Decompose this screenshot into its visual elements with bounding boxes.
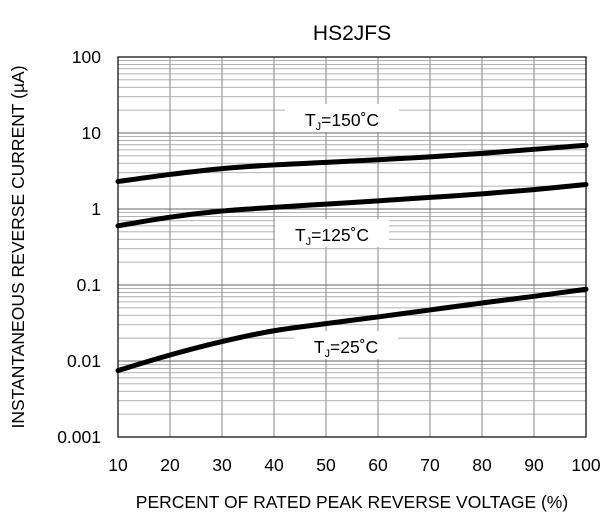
x-tick-label: 100 bbox=[571, 455, 600, 475]
series-label: TJ=25˚C bbox=[314, 337, 378, 360]
series-line bbox=[115, 142, 589, 185]
x-tick-label: 10 bbox=[108, 455, 128, 475]
y-tick-label: 0.01 bbox=[67, 351, 101, 371]
x-tick-label: 30 bbox=[212, 455, 232, 475]
y-tick-label: 1 bbox=[91, 199, 101, 219]
chart-curves bbox=[115, 142, 589, 373]
series-label: TJ=125˚C bbox=[295, 225, 369, 248]
series-line bbox=[115, 182, 589, 229]
y-tick-label: 100 bbox=[72, 47, 101, 67]
plot-frame bbox=[117, 56, 587, 438]
series-label: TJ=150˚C bbox=[305, 110, 379, 133]
chart-title: HS2JFS bbox=[313, 22, 391, 45]
x-tick-label: 60 bbox=[368, 455, 388, 475]
y-tick-label: 0.001 bbox=[57, 427, 101, 447]
series-label-background bbox=[294, 331, 398, 359]
x-tick-label: 80 bbox=[472, 455, 492, 475]
x-tick-label: 20 bbox=[160, 455, 180, 475]
x-tick-labels: 10 20 30 40 50 60 70 80 90 100 bbox=[108, 455, 601, 475]
series-label-background bbox=[285, 104, 399, 132]
x-tick-label: 70 bbox=[420, 455, 440, 475]
x-tick-label: 90 bbox=[524, 455, 544, 475]
y-tick-label: 0.1 bbox=[77, 275, 101, 295]
y-tick-labels: 0.001 0.01 0.1 1 10 100 bbox=[57, 47, 101, 447]
x-tick-label: 40 bbox=[264, 455, 284, 475]
x-tick-label: 50 bbox=[316, 455, 336, 475]
series-line bbox=[115, 286, 589, 373]
series-label-background bbox=[275, 219, 389, 247]
y-tick-label: 10 bbox=[82, 123, 102, 143]
x-axis-label: PERCENT OF RATED PEAK REVERSE VOLTAGE (%… bbox=[136, 492, 568, 512]
series-labels: TJ=150˚C TJ=125˚C TJ=25˚C bbox=[275, 104, 399, 360]
y-axis-label: INSTANTANEOUS REVERSE CURRENT (µA) bbox=[8, 65, 28, 428]
